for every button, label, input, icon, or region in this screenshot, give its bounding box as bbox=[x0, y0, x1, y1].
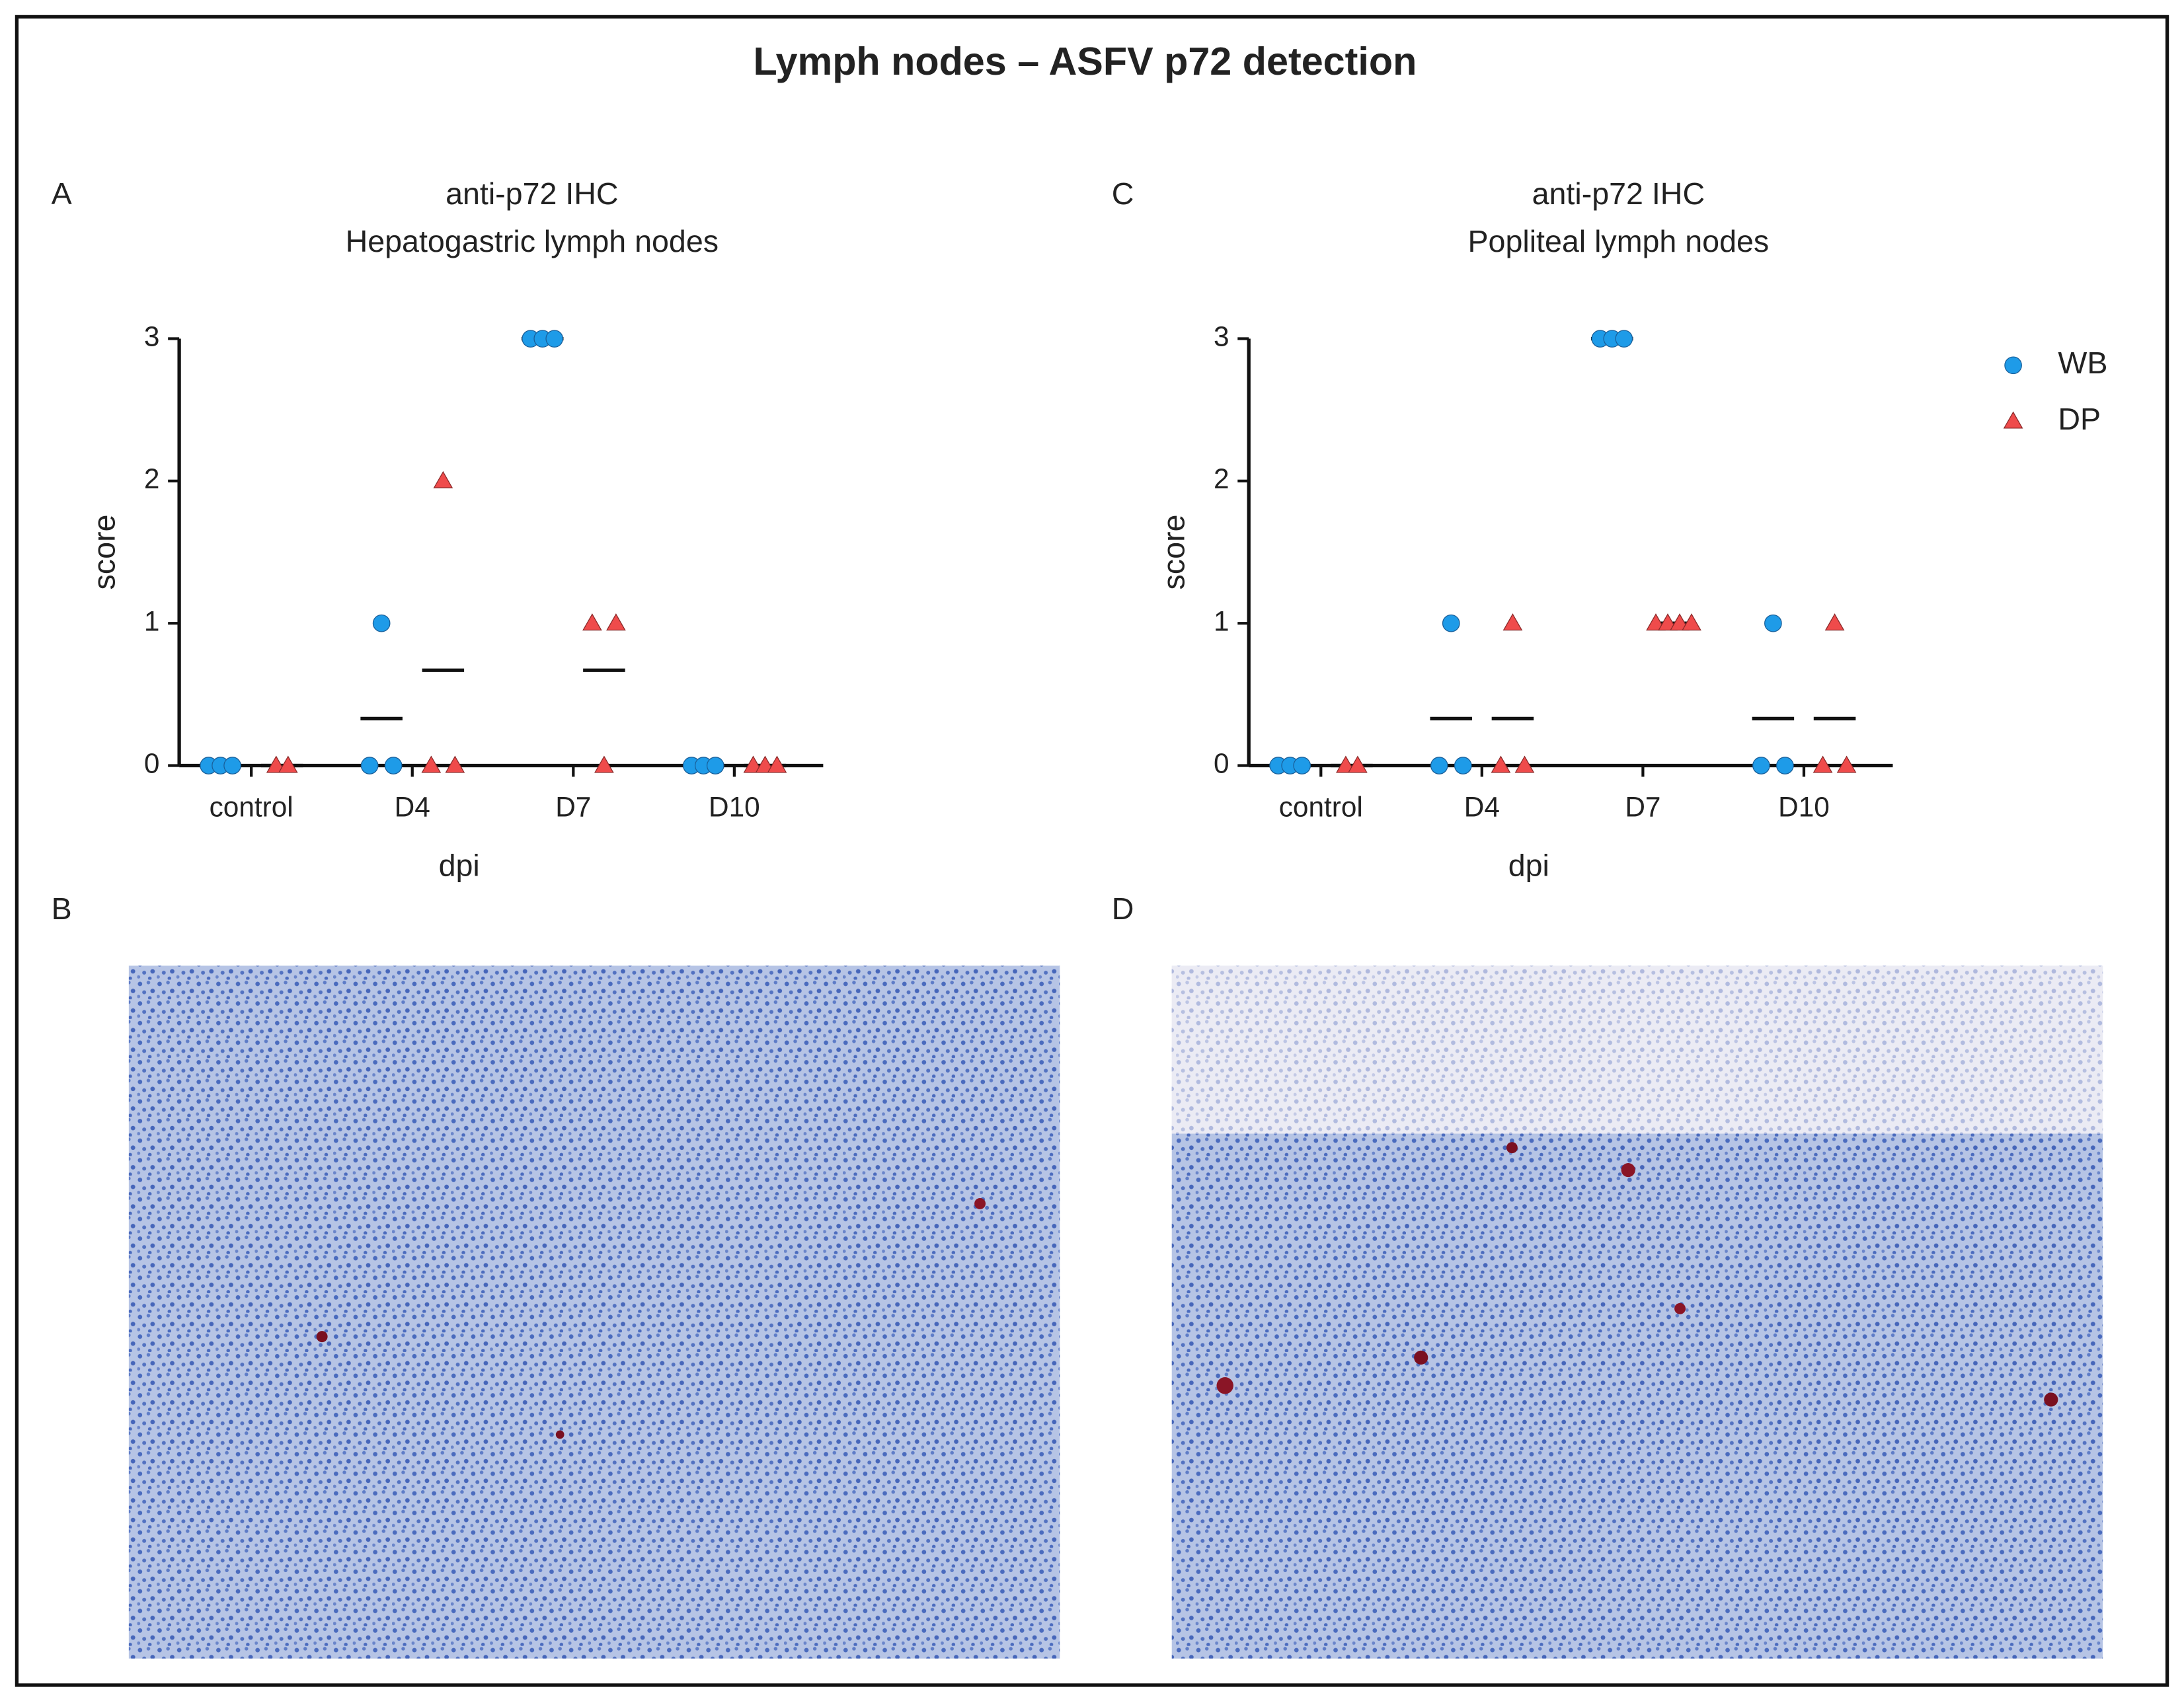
data-point bbox=[1682, 613, 1701, 631]
x-tick-label: D10 bbox=[1778, 791, 1830, 822]
data-point bbox=[2004, 356, 2022, 375]
data-point bbox=[360, 757, 379, 774]
data-point bbox=[372, 614, 391, 632]
legend-label: WB bbox=[2058, 346, 2107, 380]
y-axis-label: score bbox=[1156, 515, 1190, 590]
micrograph-tint bbox=[128, 965, 1060, 1659]
y-tick-label: 1 bbox=[1214, 605, 1229, 636]
x-tick-label: control bbox=[1279, 791, 1363, 822]
chart-title: anti-p72 IHC bbox=[446, 176, 618, 211]
y-tick-label: 1 bbox=[144, 605, 160, 636]
data-point bbox=[1293, 757, 1311, 774]
y-tick-label: 3 bbox=[144, 321, 160, 352]
micrograph-d bbox=[1171, 965, 2103, 1659]
panel-label: B bbox=[52, 891, 72, 926]
data-point bbox=[1836, 755, 1857, 773]
x-tick-label: control bbox=[210, 791, 293, 822]
data-point bbox=[767, 755, 787, 773]
stain bbox=[316, 1331, 328, 1343]
stain bbox=[1414, 1350, 1428, 1365]
stain bbox=[1506, 1142, 1518, 1154]
data-point bbox=[1491, 755, 1511, 773]
data-point bbox=[2003, 411, 2023, 429]
y-tick-label: 3 bbox=[1214, 321, 1229, 352]
micrograph-image bbox=[128, 965, 1060, 1659]
data-point bbox=[1430, 757, 1448, 774]
micrograph-capsule bbox=[1171, 965, 2103, 1134]
x-tick-label: D7 bbox=[555, 791, 591, 822]
stain bbox=[974, 1197, 986, 1209]
data-point bbox=[445, 755, 465, 773]
data-point bbox=[266, 755, 286, 773]
figure-title: Lymph nodes – ASFV p72 detection bbox=[753, 39, 1417, 83]
chart-subtitle: Popliteal lymph nodes bbox=[1467, 224, 1769, 258]
x-axis-label: dpi bbox=[439, 848, 480, 882]
data-point bbox=[223, 757, 241, 774]
ihc-signal bbox=[316, 1142, 2058, 1439]
data-point bbox=[1454, 757, 1472, 774]
x-axis-label: dpi bbox=[1508, 848, 1549, 882]
data-point bbox=[1348, 755, 1368, 773]
data-point bbox=[433, 471, 453, 488]
data-point bbox=[1752, 757, 1770, 774]
y-axis-label: score bbox=[87, 515, 121, 590]
data-point bbox=[706, 757, 724, 774]
data-point bbox=[755, 755, 775, 773]
data-point bbox=[1824, 613, 1845, 631]
data-point bbox=[1646, 613, 1666, 631]
x-tick-label: D7 bbox=[1625, 791, 1660, 822]
data-point bbox=[1514, 755, 1535, 773]
x-tick-label: D10 bbox=[709, 791, 760, 822]
panel-label: D bbox=[1112, 891, 1134, 926]
data-point bbox=[1764, 614, 1782, 632]
chart-title: anti-p72 IHC bbox=[1532, 176, 1705, 211]
data-point bbox=[1670, 613, 1690, 631]
data-point bbox=[421, 755, 442, 773]
x-tick-label: D4 bbox=[1464, 791, 1500, 822]
data-point bbox=[606, 613, 626, 631]
data-point bbox=[1336, 755, 1356, 773]
data-point bbox=[278, 755, 298, 773]
stain bbox=[1674, 1302, 1686, 1314]
legend-label: DP bbox=[2058, 402, 2101, 436]
micrograph-b bbox=[128, 965, 1060, 1659]
data-point bbox=[1502, 613, 1523, 631]
chart-subtitle: Hepatogastric lymph nodes bbox=[346, 224, 719, 258]
x-tick-label: D4 bbox=[395, 791, 430, 822]
data-point bbox=[384, 757, 403, 774]
y-tick-label: 2 bbox=[144, 463, 160, 494]
data-point bbox=[582, 613, 602, 631]
y-tick-label: 0 bbox=[1214, 748, 1229, 779]
data-point bbox=[1776, 757, 1794, 774]
y-tick-label: 2 bbox=[1214, 463, 1229, 494]
y-tick-label: 0 bbox=[144, 748, 160, 779]
panel-label: C bbox=[1112, 176, 1134, 211]
data-point bbox=[1813, 755, 1833, 773]
stain bbox=[2044, 1392, 2058, 1407]
data-point bbox=[1442, 614, 1460, 632]
stain bbox=[1621, 1163, 1635, 1178]
data-point bbox=[743, 755, 763, 773]
stain bbox=[555, 1430, 565, 1439]
data-point bbox=[1615, 330, 1633, 348]
micrograph-tint bbox=[1171, 1133, 2103, 1659]
stain bbox=[1216, 1377, 1233, 1394]
panel-label: A bbox=[52, 176, 72, 211]
data-point bbox=[545, 330, 564, 348]
data-point bbox=[594, 755, 614, 773]
data-point bbox=[1658, 613, 1678, 631]
